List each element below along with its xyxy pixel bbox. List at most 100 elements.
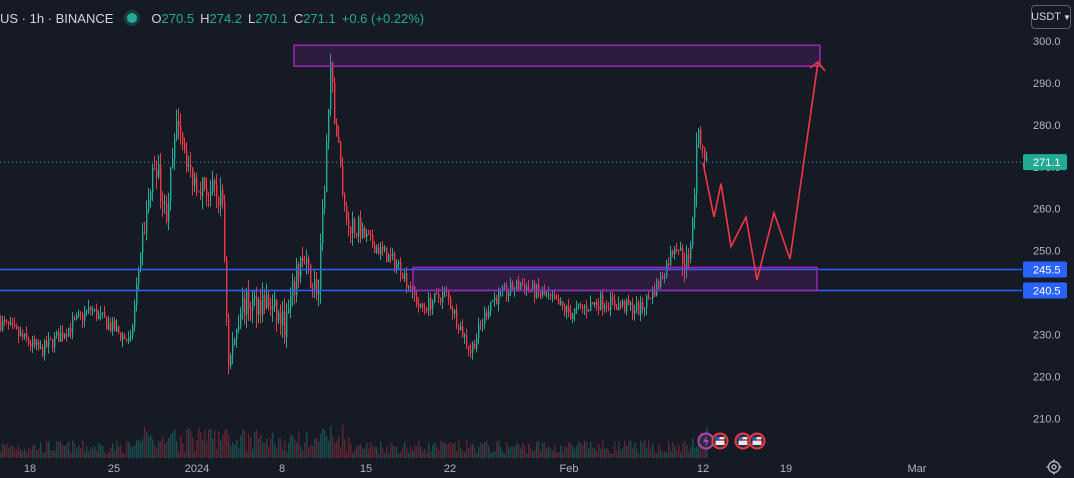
candle-body [328, 109, 330, 143]
candle-body [370, 234, 372, 236]
volume-bar [360, 443, 362, 458]
candle-body [694, 194, 696, 218]
volume-bar [464, 451, 466, 458]
zone-rectangle[interactable] [412, 266, 818, 292]
volume-bar [236, 440, 238, 458]
volume-bar [84, 451, 86, 458]
candle-body [340, 142, 342, 166]
price-tick-label: 210.0 [1033, 413, 1061, 425]
volume-bar [524, 445, 526, 458]
candle-body [212, 180, 214, 192]
volume-bar [364, 448, 366, 458]
currency-selector[interactable]: USDT ▼ [1031, 5, 1071, 29]
volume-bar [416, 446, 418, 458]
candle-body [158, 164, 160, 178]
candle-body [348, 219, 350, 228]
volume-bar [106, 453, 108, 458]
volume-bar [36, 450, 38, 458]
candle-body [28, 338, 30, 344]
volume-bar [698, 435, 700, 458]
volume-bar [290, 435, 292, 458]
volume-bar [496, 441, 498, 458]
us-flag-event-icon-canton [738, 437, 743, 441]
volume-bar [20, 450, 22, 458]
volume-bar [86, 446, 88, 458]
price-tick-label: 260.0 [1033, 204, 1061, 216]
volume-bar [40, 442, 42, 458]
candle-body [638, 302, 640, 315]
candle-body [602, 294, 604, 309]
candle-body [354, 219, 356, 234]
volume-bar [594, 448, 596, 458]
candle-body [478, 324, 480, 339]
candle-body [324, 192, 326, 209]
candle-body [634, 310, 636, 314]
price-axis-panel[interactable] [1022, 0, 1074, 478]
candle-body [438, 293, 440, 299]
gear-icon[interactable] [1046, 459, 1062, 475]
projection-path[interactable] [702, 60, 826, 281]
candle-body [358, 217, 360, 237]
candle-body [452, 308, 454, 314]
candle-body [676, 249, 678, 251]
volume-bar [488, 446, 490, 458]
candle-body [246, 291, 248, 315]
volume-bar [472, 443, 474, 458]
time-tick-label: 18 [24, 463, 36, 475]
candle-body [154, 168, 156, 170]
us-flag-event-icon-flag [752, 437, 762, 445]
candle-body [50, 338, 52, 340]
volume-bar [406, 447, 408, 458]
candle-body [448, 291, 450, 299]
volume-bar [340, 447, 342, 458]
volume-bar [562, 450, 564, 458]
volume-bar [564, 446, 566, 458]
volume-bar [42, 452, 44, 458]
candle-body [660, 276, 662, 287]
candle-body [96, 308, 98, 319]
volume-bar [692, 438, 694, 458]
volume-bar [670, 451, 672, 458]
candle-body [454, 310, 456, 314]
price-tick-label: 220.0 [1033, 371, 1061, 383]
volume-bar [532, 451, 534, 458]
projection-line[interactable] [702, 61, 819, 281]
volume-bar [504, 453, 506, 458]
candle-body [466, 335, 468, 346]
event-icons[interactable] [697, 432, 766, 450]
candle-body [22, 333, 24, 338]
volume-bar [388, 453, 390, 458]
volume-bar [454, 442, 456, 458]
candle-body [232, 343, 234, 356]
volume-bar [176, 441, 178, 458]
candle-body [520, 284, 522, 289]
volume-bar [588, 449, 590, 458]
volume-bar [156, 447, 158, 458]
volume-bar [618, 441, 620, 458]
candle-body [476, 338, 478, 349]
candle-body [692, 217, 694, 246]
candle-body [610, 296, 612, 310]
price-tick-label: 230.0 [1033, 330, 1061, 342]
volume-bar [146, 432, 148, 458]
volume-bar [596, 450, 598, 458]
volume-bar [530, 447, 532, 458]
zone-rectangles[interactable] [293, 44, 821, 292]
volume-bar [508, 447, 510, 458]
zone-rectangle[interactable] [293, 44, 821, 67]
volume-bar [338, 437, 340, 458]
price-tick-label: 280.0 [1033, 120, 1061, 132]
symbol-title[interactable]: US · 1h · BINANCE [0, 10, 114, 26]
volume-bar [486, 440, 488, 458]
candle-body [168, 201, 170, 222]
volume-bar [4, 445, 6, 458]
volume-bar [136, 440, 138, 458]
volume-bar [62, 444, 64, 458]
volume-bar [72, 440, 74, 458]
volume-bar [102, 445, 104, 458]
volume-bar [582, 445, 584, 458]
volume-bar [612, 453, 614, 458]
volume-bar [628, 441, 630, 458]
volume-bar [592, 447, 594, 458]
